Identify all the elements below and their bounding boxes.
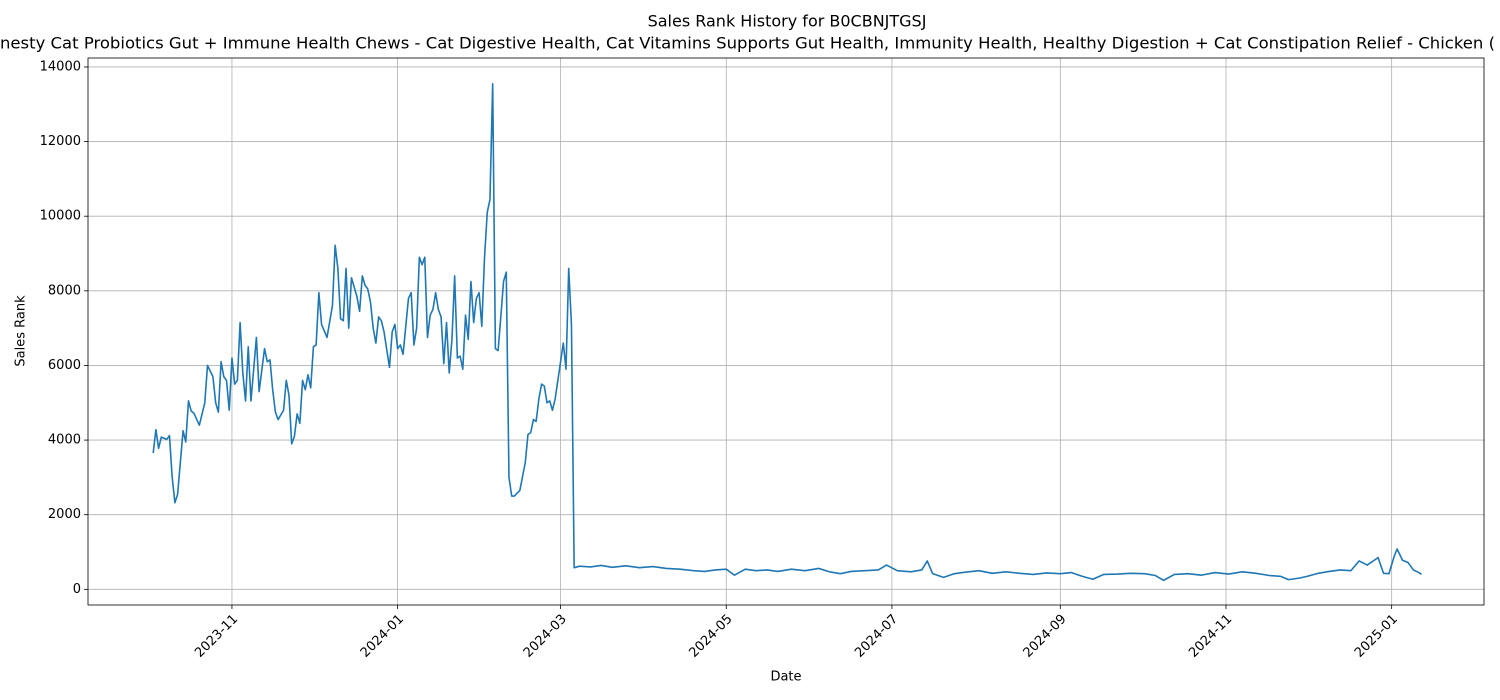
data-line <box>152 82 1422 582</box>
y-tick-label: 12000 <box>40 134 81 149</box>
y-tick-label: 0 <box>73 582 81 597</box>
y-tick-label: 6000 <box>48 358 81 373</box>
y-tick-label: 10000 <box>40 209 81 224</box>
x-tick-label: 2024-05 <box>687 612 736 661</box>
y-tick-label: 2000 <box>48 507 81 522</box>
y-tick-label: 4000 <box>48 433 81 448</box>
x-axis-label: Date <box>770 670 801 685</box>
x-tick-label: 2023-11 <box>192 612 241 661</box>
x-tick-label: 2025-01 <box>1352 612 1401 661</box>
x-tick-label: 2024-07 <box>852 612 901 661</box>
x-tick-label: 2024-01 <box>358 612 407 661</box>
chart-title: Sales Rank History for B0CBNJTGSJ <box>648 12 927 31</box>
y-tick-label: 8000 <box>48 283 81 298</box>
y-tick-label: 14000 <box>40 59 81 74</box>
x-tick-label: 2024-03 <box>521 612 570 661</box>
x-tick-label: 2024-11 <box>1186 612 1235 661</box>
plot-frame <box>87 57 1485 606</box>
x-tick-label: 2024-09 <box>1021 612 1070 661</box>
chart-subtitle: nesty Cat Probiotics Gut + Immune Health… <box>0 34 1495 53</box>
y-axis-label: Sales Rank <box>14 295 29 367</box>
